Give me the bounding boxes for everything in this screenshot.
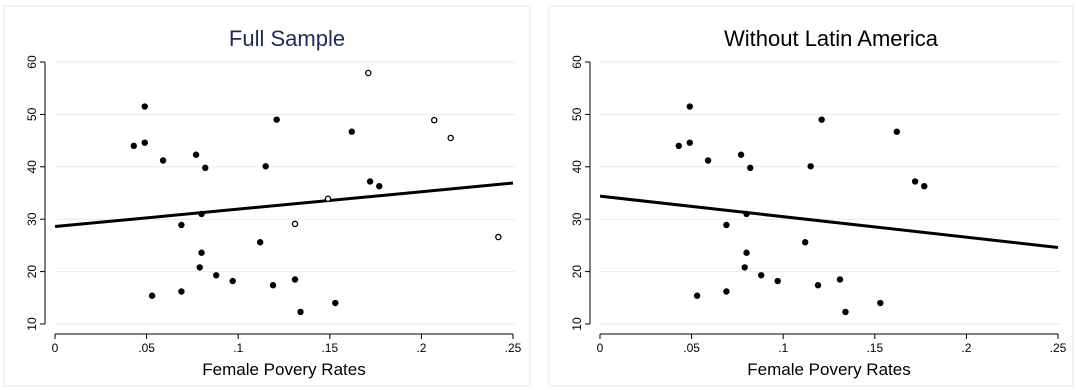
data-point (737, 151, 745, 158)
y-tick-label: 20 (570, 265, 584, 279)
data-point (686, 139, 693, 146)
y-tick-label: 20 (25, 265, 39, 279)
x-tick-label: 0 (597, 341, 604, 355)
data-point (291, 276, 299, 283)
data-point (273, 116, 280, 123)
data-point (332, 299, 339, 307)
data-point (836, 276, 844, 283)
data-point (893, 128, 900, 135)
data-point (814, 282, 822, 289)
data-point (178, 288, 185, 295)
data-point (141, 103, 148, 110)
data-point (348, 128, 355, 135)
data-point (130, 142, 137, 150)
data-point (192, 151, 200, 158)
data-point (297, 308, 304, 316)
data-point (911, 178, 919, 185)
data-point (693, 292, 701, 299)
x-tick-label: .2 (416, 341, 426, 355)
fit-line (54, 181, 514, 229)
x-axis-label: Female Povery Rates (202, 360, 365, 379)
data-point (747, 164, 754, 172)
data-point (262, 163, 269, 170)
data-point (198, 249, 205, 256)
x-tick-label: .15 (321, 341, 338, 355)
fit-line (599, 194, 1059, 249)
data-point (723, 221, 730, 229)
axes: 10 20 30 40 50 60 0 .05 .1 .15 .2 .25 (570, 55, 1067, 355)
data-point-hollow (291, 220, 299, 228)
data-point (141, 139, 148, 146)
y-tick-label: 50 (25, 107, 39, 121)
y-tick-label: 60 (25, 55, 39, 69)
plot-area (54, 69, 514, 316)
x-tick-label: .1 (233, 341, 243, 355)
x-tick-label: .25 (1050, 341, 1067, 355)
data-point (198, 210, 205, 218)
data-point (213, 272, 220, 279)
gridlines (600, 61, 1060, 325)
x-tick-label: 0 (52, 341, 59, 355)
y-tick-label: 30 (25, 212, 39, 226)
data-point (159, 157, 167, 164)
data-point (723, 288, 730, 295)
y-tick-label: 10 (570, 317, 584, 331)
panel-frame (3, 5, 531, 387)
axes: 10 20 30 40 50 60 0 .05 .1 .15 .2 .25 (25, 55, 522, 355)
data-point (202, 164, 209, 172)
data-point (366, 178, 374, 185)
data-point (807, 163, 814, 170)
y-tick-label: 10 (25, 317, 39, 331)
panel-without-latin-america: Without Latin America Female Povery Rate… (548, 5, 1074, 387)
data-point (818, 116, 825, 123)
x-tick-label: .2 (961, 341, 971, 355)
data-point (743, 210, 750, 218)
data-point (269, 282, 277, 289)
data-point (376, 182, 383, 190)
y-tick-label: 60 (570, 55, 584, 69)
chart-title: Without Latin America (724, 26, 939, 51)
data-point-hollow (447, 134, 454, 142)
data-point (675, 142, 682, 150)
data-point (743, 249, 750, 256)
data-point (704, 157, 712, 164)
data-point-hollow (365, 69, 372, 77)
chart-title: Full Sample (229, 26, 345, 51)
data-point (256, 239, 264, 246)
x-axis-label: Female Povery Rates (747, 360, 910, 379)
data-point (741, 264, 748, 271)
data-point (921, 182, 928, 190)
panel-frame (548, 5, 1074, 387)
data-point (758, 272, 765, 279)
x-tick-label: .15 (866, 341, 883, 355)
data-point-hollow (324, 195, 332, 203)
data-point (686, 103, 693, 110)
panel-full-sample: Full Sample Female Povery Rates 10 20 30 40… (3, 5, 531, 387)
data-point (801, 239, 809, 246)
x-tick-label: .05 (683, 341, 700, 355)
data-point (178, 221, 185, 229)
data-point (229, 277, 236, 285)
data-point (842, 308, 849, 316)
data-point (148, 292, 156, 299)
x-tick-label: .1 (778, 341, 788, 355)
data-point-hollow (430, 116, 438, 124)
y-tick-label: 30 (570, 212, 584, 226)
y-tick-label: 40 (25, 160, 39, 174)
data-point (877, 299, 884, 307)
x-tick-label: .05 (138, 341, 155, 355)
data-point (196, 264, 203, 271)
y-tick-label: 40 (570, 160, 584, 174)
data-point-hollow (495, 233, 502, 241)
x-tick-label: .25 (505, 341, 522, 355)
data-point (774, 277, 781, 285)
y-tick-label: 50 (570, 107, 584, 121)
plot-area (599, 103, 1059, 316)
